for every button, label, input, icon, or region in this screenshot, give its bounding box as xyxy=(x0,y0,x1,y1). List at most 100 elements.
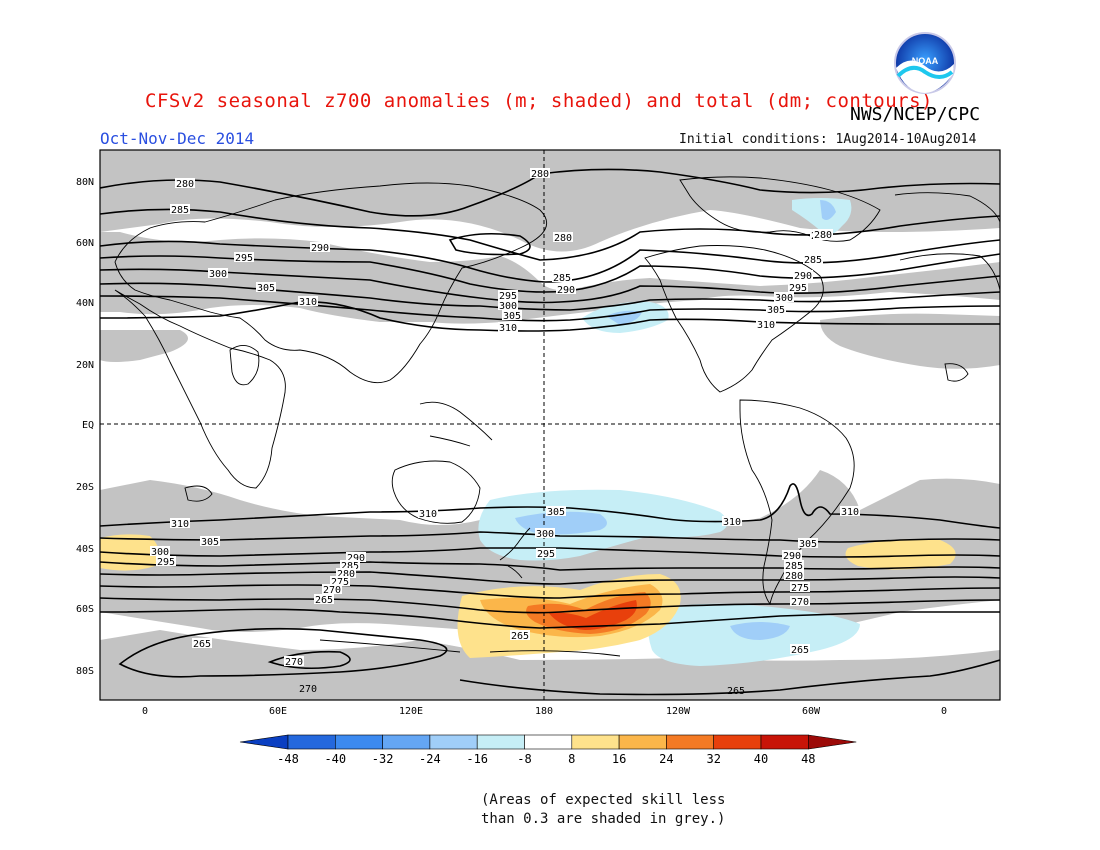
contour-label: 285 xyxy=(553,273,571,284)
contour-label: 265 xyxy=(511,631,529,642)
contour-label-bg xyxy=(793,270,813,280)
contour-label: 310 xyxy=(757,320,775,331)
contour-label-bg xyxy=(336,568,356,578)
contour-label: 285 xyxy=(785,561,803,572)
contour-label: 295 xyxy=(789,283,807,294)
contour-label-bg xyxy=(553,232,573,242)
contour-label: 280 xyxy=(814,230,832,241)
contour-label-bg xyxy=(535,528,555,538)
contour-label: 270 xyxy=(299,684,317,695)
colorbar-segment xyxy=(287,734,336,750)
contour-label: 310 xyxy=(419,509,437,520)
contour-label-bg xyxy=(798,538,818,548)
contour-label: 270 xyxy=(323,585,341,596)
contour-label: 290 xyxy=(311,243,329,254)
lon-label: 0 xyxy=(941,706,947,717)
lat-label: 80N xyxy=(76,177,94,188)
lat-label: 40S xyxy=(76,544,94,555)
contour-label-bg xyxy=(530,168,550,178)
colorbar-tick-label: -24 xyxy=(419,752,441,766)
contour-label-bg xyxy=(208,268,228,278)
contour-label-bg xyxy=(170,204,190,214)
contour-label-bg xyxy=(788,282,808,292)
season-label: Oct-Nov-Dec 2014 xyxy=(100,129,255,148)
contour-label-bg xyxy=(310,242,330,252)
colorbar-tick-label: 8 xyxy=(568,752,575,766)
contour-label: 310 xyxy=(723,517,741,528)
contour-label: 290 xyxy=(557,285,575,296)
contour-label: 310 xyxy=(299,297,317,308)
contour-label: 300 xyxy=(151,547,169,558)
noaa-logo-icon: NOAA xyxy=(894,32,956,94)
colorbar-segment xyxy=(382,734,431,750)
contour-label-bg xyxy=(498,290,518,300)
contour-label: 300 xyxy=(536,529,554,540)
contour-label-bg xyxy=(314,594,334,604)
contour-label-bg xyxy=(156,556,176,566)
lon-label: 0 xyxy=(142,706,148,717)
colorbar-tick-label: 32 xyxy=(706,752,720,766)
longitude-labels: 0 60E 120E 180 120W 60W 0 xyxy=(142,706,947,717)
contour-label-bg xyxy=(192,638,212,648)
contour-label-bg xyxy=(766,304,786,314)
lon-label: 180 xyxy=(535,706,553,717)
contour-label: 280 xyxy=(337,569,355,580)
colorbar-tick-label: 40 xyxy=(754,752,768,766)
contour-label: 305 xyxy=(799,539,817,550)
contour-label-bg xyxy=(790,596,810,606)
colorbar-tick-label: -32 xyxy=(372,752,394,766)
contour-label-bg xyxy=(298,296,318,306)
contour-label: 275 xyxy=(791,583,809,594)
contour-label-bg xyxy=(418,508,438,518)
contour-label: 285 xyxy=(171,205,189,216)
contour-label-bg xyxy=(546,506,566,516)
contour-label: 300 xyxy=(775,293,793,304)
contour-label-bg xyxy=(498,322,518,332)
colorbar-segment xyxy=(618,734,667,750)
contour-value-labels: 2802802852902953003053102802802852902953… xyxy=(150,168,860,697)
contour-label: 265 xyxy=(193,639,211,650)
contour-label-bg xyxy=(784,560,804,570)
colorbar-tick-label: -16 xyxy=(466,752,488,766)
contour-label: 305 xyxy=(767,305,785,316)
colorbar-segment xyxy=(476,734,525,750)
contour-label-bg xyxy=(782,550,802,560)
colorbar-tick-label: 16 xyxy=(612,752,626,766)
colorbar-segment xyxy=(571,734,620,750)
lat-label: 80S xyxy=(76,666,94,677)
contour-label: 275 xyxy=(331,577,349,588)
contour-label-bg xyxy=(284,656,304,666)
contour-label: 300 xyxy=(209,269,227,280)
contour-label-bg xyxy=(774,292,794,302)
contour-label: 285 xyxy=(804,255,822,266)
lat-label: EQ xyxy=(82,420,94,431)
colorbar-tick-label: -40 xyxy=(324,752,346,766)
colorbar-tick-label: 24 xyxy=(659,752,673,766)
contour-label: 310 xyxy=(499,323,517,334)
contour-label-bg xyxy=(256,282,276,292)
initial-conditions-label: Initial conditions: 1Aug2014-10Aug2014 xyxy=(679,132,977,147)
colorbar-segment xyxy=(429,734,478,750)
lat-label: 20S xyxy=(76,482,94,493)
contour-label-bg xyxy=(536,548,556,558)
noaa-logo-text: NOAA xyxy=(912,56,939,66)
chart-title: CFSv2 seasonal z700 anomalies (m; shaded… xyxy=(145,90,933,112)
lon-label: 120W xyxy=(666,706,691,717)
contour-label-bg xyxy=(340,560,360,570)
colorbar-labels: -48 -40 -32 -24 -16 -8 8 16 24 32 40 48 xyxy=(277,752,815,766)
contour-label-bg xyxy=(200,536,220,546)
contour-label: 280 xyxy=(531,169,549,180)
contour-label-bg xyxy=(556,284,576,294)
contour-label: 295 xyxy=(537,549,555,560)
contour-label: 295 xyxy=(235,253,253,264)
contour-label-bg xyxy=(552,272,572,282)
colorbar-arrow-low xyxy=(239,734,289,750)
contour-label-bg xyxy=(322,584,342,594)
contour-label: 290 xyxy=(347,553,365,564)
lat-label: 60N xyxy=(76,238,94,249)
contour-label-bg xyxy=(790,644,810,654)
contour-label: 265 xyxy=(315,595,333,606)
lon-label: 120E xyxy=(399,706,423,717)
contour-label: 285 xyxy=(341,561,359,572)
contour-label: 290 xyxy=(783,551,801,562)
